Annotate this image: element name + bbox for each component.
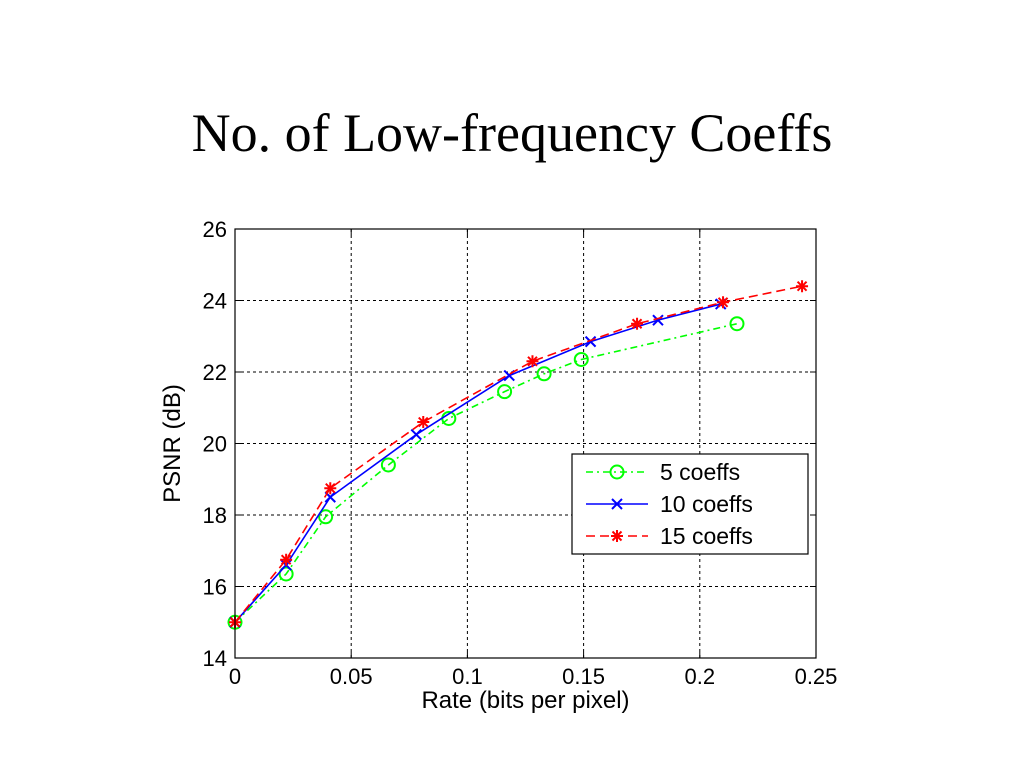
- data-point: [536, 366, 552, 382]
- x-tick-label: 0.2: [685, 664, 716, 689]
- slide-title: No. of Low-frequency Coeffs: [191, 103, 833, 163]
- data-point: [526, 355, 539, 368]
- data-point: [417, 416, 430, 429]
- series-line: [234, 303, 721, 623]
- marker-asterisk: [324, 482, 337, 495]
- marker-x: [611, 498, 623, 510]
- series-line: [234, 285, 803, 623]
- data-point: [717, 296, 730, 309]
- marker-asterisk: [280, 553, 293, 566]
- series-15-coeffs: [229, 280, 809, 629]
- marker-circle: [318, 509, 334, 525]
- y-axis-label: PSNR (dB): [159, 384, 186, 503]
- legend: 5 coeffs 10 coeffs 15 coeffs: [571, 453, 809, 555]
- marker-asterisk: [417, 416, 430, 429]
- data-point: [573, 351, 589, 367]
- data-point: [324, 482, 337, 495]
- marker-asterisk: [631, 317, 644, 330]
- legend-label: 10 coeffs: [660, 491, 753, 517]
- y-tick-label: 24: [203, 289, 227, 314]
- legend-label: 15 coeffs: [660, 523, 753, 549]
- x-tick-label: 0: [229, 664, 241, 689]
- marker-x: [584, 335, 597, 348]
- y-tick-label: 22: [203, 360, 227, 385]
- marker-asterisk: [796, 280, 809, 293]
- axes-frame: [234, 228, 817, 659]
- marker-asterisk: [717, 296, 730, 309]
- marker-asterisk: [611, 530, 623, 542]
- data-point: [278, 566, 294, 582]
- data-point: [652, 314, 664, 326]
- marker-circle: [609, 464, 625, 480]
- legend-entry: 10 coeffs: [586, 491, 753, 517]
- marker-x: [410, 428, 422, 441]
- data-point: [410, 428, 422, 441]
- y-tick-label: 16: [203, 575, 227, 600]
- legend-entry: 15 coeffs: [586, 523, 753, 549]
- marker-circle: [380, 457, 396, 473]
- x-tick-label: 0.15: [562, 664, 605, 689]
- marker-circle: [536, 366, 552, 382]
- legend-label: 5 coeffs: [660, 459, 740, 485]
- legend-marker: [609, 464, 625, 480]
- marker-circle: [729, 316, 745, 332]
- data-point: [631, 317, 644, 330]
- x-tick-label: 0.25: [795, 664, 838, 689]
- series-line: [234, 322, 738, 623]
- legend-entry: 5 coeffs: [586, 459, 740, 485]
- data-point: [280, 553, 293, 566]
- y-tick-label: 14: [203, 646, 227, 671]
- legend-marker: [611, 498, 623, 510]
- marker-circle: [278, 566, 294, 582]
- data-point: [380, 457, 396, 473]
- data-point: [729, 316, 745, 332]
- marker-asterisk: [526, 355, 539, 368]
- x-axis-label: Rate (bits per pixel): [421, 687, 629, 714]
- marker-x: [652, 314, 664, 326]
- marker-circle: [497, 384, 513, 400]
- marker-circle: [573, 351, 589, 367]
- y-tick-label: 26: [203, 217, 227, 242]
- data-point: [584, 335, 597, 348]
- x-tick-label: 0.1: [452, 664, 483, 689]
- x-tick-label: 0.05: [330, 664, 373, 689]
- y-tick-label: 20: [203, 432, 227, 457]
- y-tick-label: 18: [203, 503, 227, 528]
- data-point: [796, 280, 809, 293]
- data-point: [318, 509, 334, 525]
- data-point: [497, 384, 513, 400]
- legend-marker: [611, 530, 623, 542]
